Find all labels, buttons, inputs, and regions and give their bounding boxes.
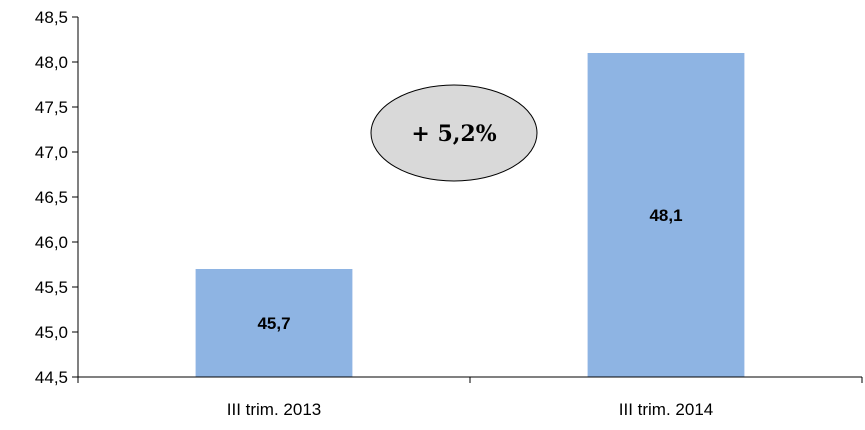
- change-annotation: + 5,2%: [370, 84, 538, 182]
- bar-1: [195, 269, 353, 377]
- change-annotation-ellipse: [370, 84, 538, 182]
- y-tick-label: 45,5: [35, 278, 68, 297]
- bar-2: [587, 53, 745, 377]
- bars: 45,7 48,1: [195, 53, 745, 377]
- y-tick-label: 45,0: [35, 323, 68, 342]
- y-tick-label: 47,0: [35, 143, 68, 162]
- y-tick-label: 47,5: [35, 98, 68, 117]
- y-tick-label: 44,5: [35, 368, 68, 387]
- bar-data-label-2: 48,1: [649, 206, 682, 225]
- y-tick-label: 48,0: [35, 53, 68, 72]
- y-tick-label: 46,0: [35, 233, 68, 252]
- y-tick-label: 48,5: [35, 8, 68, 27]
- x-category-label-1: III trim. 2013: [227, 400, 321, 419]
- y-axis-ticks: 44,5 45,0 45,5 46,0 46,5 47,0 47,5 48,0 48,5: [35, 8, 78, 387]
- y-tick-label: 46,5: [35, 188, 68, 207]
- x-category-label-2: III trim. 2014: [619, 400, 713, 419]
- bar-data-label-1: 45,7: [257, 314, 290, 333]
- change-annotation-text: + 5,2%: [411, 121, 496, 147]
- x-axis-ticks: III trim. 2013 III trim. 2014: [77, 377, 863, 419]
